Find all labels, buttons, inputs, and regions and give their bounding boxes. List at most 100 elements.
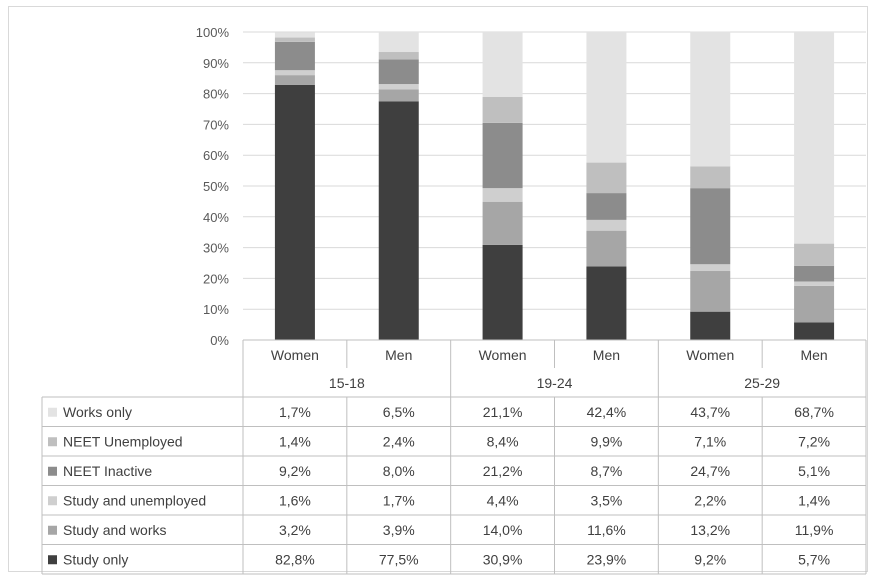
data-label: 24,7% xyxy=(690,463,730,479)
legend-label: Study only xyxy=(63,551,128,567)
y-axis: 0% 10% 20% 30% 40% 50% 60% 70% 80% 90% 100% xyxy=(196,25,230,348)
data-label: 82,8% xyxy=(275,551,315,567)
legend-swatch xyxy=(48,496,57,506)
chart-frame xyxy=(8,6,868,572)
y-tick-label: 30% xyxy=(203,241,229,256)
data-label: 14,0% xyxy=(483,522,523,538)
data-label: 3,5% xyxy=(590,492,622,508)
bar-segment xyxy=(690,166,731,189)
x-group-label: 15-18 xyxy=(329,375,365,391)
y-tick-label: 0% xyxy=(210,333,229,348)
data-label: 3,2% xyxy=(279,522,311,538)
y-tick-label: 10% xyxy=(203,302,229,317)
x-group-label: 25-29 xyxy=(744,375,780,391)
data-label: 2,4% xyxy=(383,433,415,449)
bar-segment xyxy=(482,188,523,202)
data-label: 6,5% xyxy=(383,404,415,420)
bar-segment xyxy=(378,59,419,85)
legend-swatch xyxy=(48,555,57,565)
bar-segment xyxy=(586,230,627,267)
legend-swatch xyxy=(48,437,57,447)
bar-segment xyxy=(586,266,627,340)
bar-segment xyxy=(274,37,315,42)
data-label: 3,9% xyxy=(383,522,415,538)
y-tick-label: 90% xyxy=(203,56,229,71)
data-label: 43,7% xyxy=(690,404,730,420)
x-group-label: 19-24 xyxy=(537,375,573,391)
data-label: 21,2% xyxy=(483,463,523,479)
data-label: 77,5% xyxy=(379,551,419,567)
legend-label: Works only xyxy=(63,404,132,420)
bar-segment xyxy=(378,32,419,53)
bar-segment xyxy=(378,101,419,340)
y-tick-label: 50% xyxy=(203,179,229,194)
bar-segment xyxy=(794,265,835,282)
data-label: 7,2% xyxy=(798,433,830,449)
data-label: 9,9% xyxy=(590,433,622,449)
x-category-label: Men xyxy=(800,347,827,363)
data-label: 9,2% xyxy=(279,463,311,479)
bar-segment xyxy=(482,96,523,123)
bar-segment xyxy=(690,264,731,272)
y-tick-label: 70% xyxy=(203,117,229,132)
data-label: 23,9% xyxy=(587,551,627,567)
legend-label: NEET Inactive xyxy=(63,463,152,479)
bar-segment xyxy=(586,219,627,231)
data-label: 1,7% xyxy=(383,492,415,508)
data-label: 1,4% xyxy=(279,433,311,449)
x-category-label: Men xyxy=(593,347,620,363)
data-label: 2,2% xyxy=(694,492,726,508)
data-label: 30,9% xyxy=(483,551,523,567)
bar-segment xyxy=(274,84,315,340)
x-category-label: Women xyxy=(271,347,319,363)
bar-segment xyxy=(794,322,835,340)
bar-segment xyxy=(794,32,835,244)
data-label: 8,0% xyxy=(383,463,415,479)
bar-segment xyxy=(794,243,835,266)
data-label: 5,1% xyxy=(798,463,830,479)
bar-segment xyxy=(274,32,315,38)
bar-segment xyxy=(378,89,419,102)
bar-segment xyxy=(690,188,731,265)
bar-segment xyxy=(690,271,731,312)
data-label: 68,7% xyxy=(794,404,834,420)
y-tick-label: 20% xyxy=(203,271,229,286)
data-label: 11,6% xyxy=(587,522,626,538)
legend-label: Study and unemployed xyxy=(63,492,206,508)
data-label: 11,9% xyxy=(795,522,834,538)
x-category-label: Men xyxy=(385,347,412,363)
data-label: 9,2% xyxy=(694,551,726,567)
data-label: 1,4% xyxy=(798,492,830,508)
gridlines xyxy=(243,31,866,341)
data-label: 5,7% xyxy=(798,551,830,567)
y-tick-label: 60% xyxy=(203,148,229,163)
x-category-label: Women xyxy=(479,347,527,363)
bar-segment xyxy=(482,122,523,189)
bar-segment xyxy=(586,32,627,163)
bar-segment xyxy=(586,162,627,194)
legend-label: NEET Unemployed xyxy=(63,433,183,449)
bar-segment xyxy=(690,31,731,167)
bar-segment xyxy=(482,244,523,340)
legend-swatch xyxy=(48,466,57,476)
data-label: 42,4% xyxy=(587,404,627,420)
data-label: 21,1% xyxy=(483,404,523,420)
bar-segment xyxy=(794,281,835,286)
bar-segment xyxy=(586,193,627,220)
bar-segment xyxy=(482,32,523,97)
y-tick-label: 100% xyxy=(196,25,230,40)
y-tick-label: 80% xyxy=(203,87,229,102)
bar-segment xyxy=(378,84,419,90)
data-label: 7,1% xyxy=(694,433,726,449)
y-tick-label: 40% xyxy=(203,210,229,225)
bar-segment xyxy=(378,52,419,60)
data-label: 1,7% xyxy=(279,404,311,420)
bar-segment xyxy=(274,75,315,85)
bar-segment xyxy=(482,201,523,245)
data-label: 8,7% xyxy=(590,463,622,479)
data-table: Women Men 15-18 Women Men 19-24 Women Men 25-29 W… xyxy=(41,339,867,575)
data-label: 8,4% xyxy=(487,433,519,449)
legend-label: Study and works xyxy=(63,522,167,538)
data-label: 13,2% xyxy=(690,522,730,538)
